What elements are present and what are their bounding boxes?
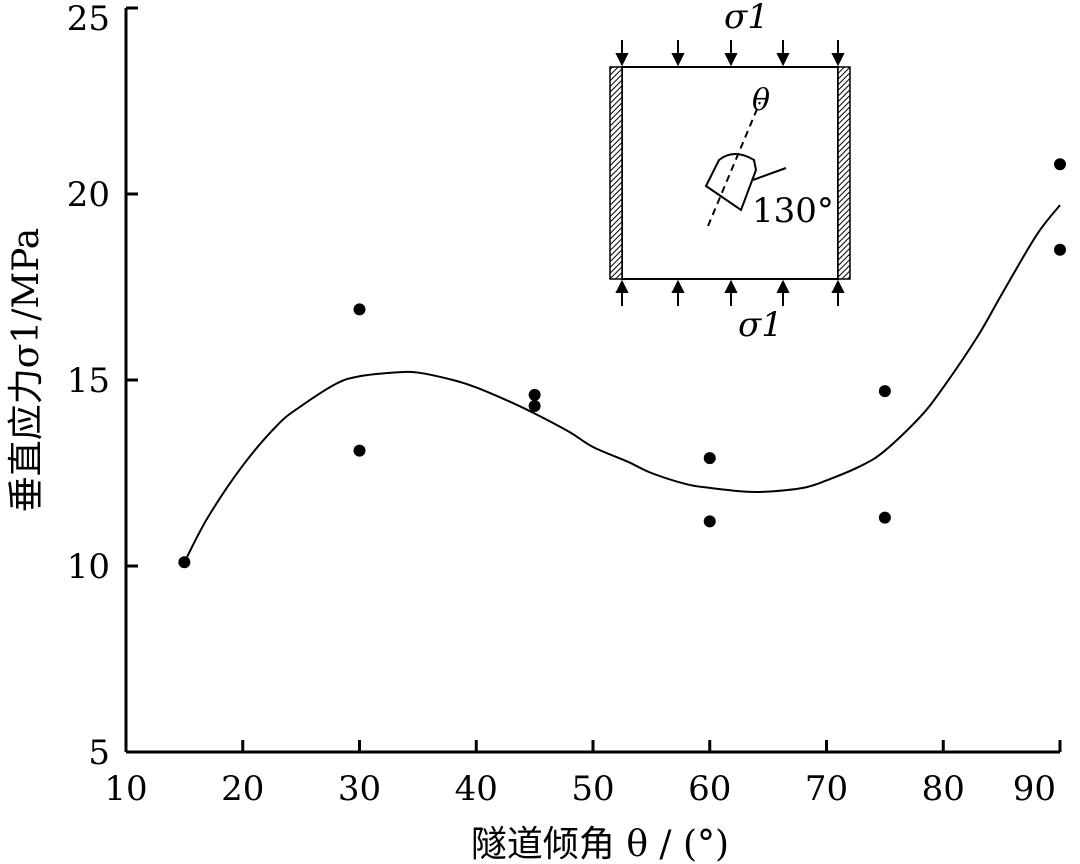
data-point <box>528 388 541 401</box>
data-point <box>1054 158 1066 171</box>
data-point <box>703 452 716 465</box>
y-tick-label: 15 <box>67 361 110 401</box>
data-points <box>178 158 1066 569</box>
data-point <box>528 400 541 413</box>
inset-right-wall <box>837 66 851 280</box>
x-tick-label: 30 <box>338 769 381 809</box>
data-point <box>1054 243 1066 256</box>
inset-top-load-arrows <box>615 40 845 67</box>
x-ticks: 10 20 30 40 50 60 70 80 90 <box>104 740 1062 809</box>
data-point <box>353 444 366 457</box>
data-point <box>178 556 191 569</box>
y-tick-label: 5 <box>88 733 110 773</box>
y-axis-title: 垂直应力σ1/MPa <box>6 228 47 513</box>
x-tick-label: 90 <box>1013 769 1056 809</box>
inset-bottom-load-arrows <box>615 279 845 306</box>
x-tick-label: 60 <box>688 769 731 809</box>
inset-left-wall <box>609 66 623 280</box>
x-tick-label: 70 <box>805 769 848 809</box>
inset-sigma-bottom: σ1 <box>738 305 783 345</box>
fit-curve <box>183 204 1061 563</box>
inset-tunnel-axis <box>707 101 761 227</box>
x-axis-title: 隧道倾角 θ / (°) <box>471 824 729 864</box>
inset-tunnel-shape <box>704 153 758 212</box>
x-tick-label: 40 <box>455 769 498 809</box>
data-point <box>878 511 891 524</box>
y-tick-label: 20 <box>67 175 110 215</box>
data-point <box>703 515 716 528</box>
y-tick-label: 10 <box>67 547 110 587</box>
x-tick-label: 50 <box>571 769 614 809</box>
data-point <box>878 385 891 398</box>
x-tick-label: 80 <box>922 769 965 809</box>
x-tick-label: 20 <box>221 769 264 809</box>
inset-diagram: σ1 σ1 θ 130° <box>609 0 851 345</box>
inset-angle-ray <box>752 167 787 181</box>
y-tick-label: 25 <box>67 0 110 39</box>
inset-angle-label: 130° <box>752 191 834 231</box>
inset-sigma-top: σ1 <box>724 0 769 37</box>
x-tick-label: 10 <box>104 769 147 809</box>
data-point <box>353 303 366 316</box>
y-ticks: 5 10 15 20 25 <box>67 0 138 773</box>
